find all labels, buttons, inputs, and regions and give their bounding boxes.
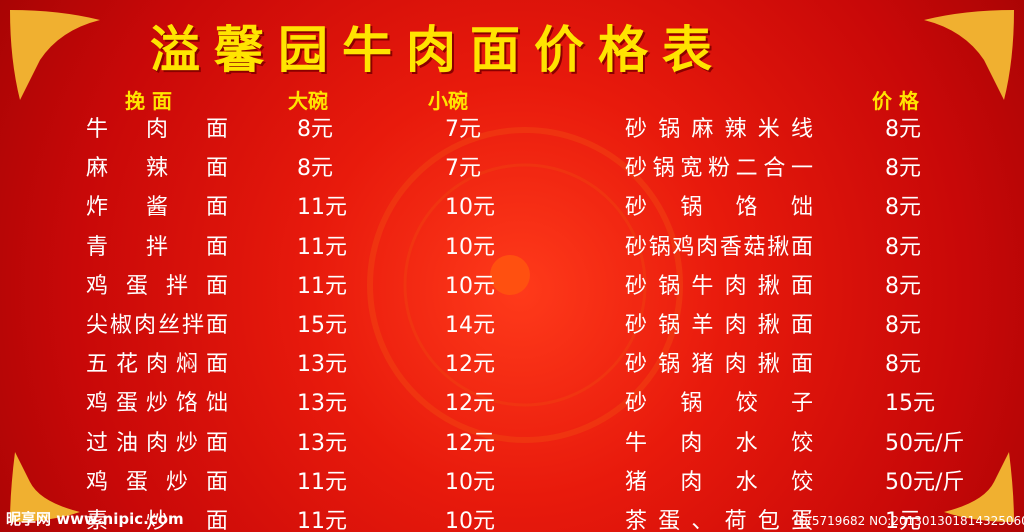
price-large: 11元 (297, 273, 347, 299)
corner-ornament (10, 10, 100, 100)
price-large: 11元 (297, 234, 347, 260)
price-small: 10元 (445, 273, 495, 299)
price-large: 13元 (297, 430, 347, 456)
dish-name: 砂锅羊肉揪面 (625, 313, 813, 338)
price: 8元 (885, 117, 921, 142)
dish-name: 砂锅猪肉揪面 (625, 352, 813, 378)
column-header: 挽 面 (125, 89, 172, 113)
price-small: 7元 (445, 156, 481, 182)
price-small: 14元 (445, 313, 495, 338)
price-small: 10元 (445, 234, 495, 260)
dragon-emblem (367, 127, 683, 443)
price: 8元 (885, 195, 921, 221)
dish-name: 鸡蛋炒饹饳 (86, 391, 228, 417)
price-large: 8元 (297, 156, 333, 182)
dish-name: 牛肉水饺 (625, 430, 813, 456)
corner-ornament (10, 452, 80, 522)
price: 1元 (885, 509, 921, 532)
price: 8元 (885, 156, 921, 182)
dish-name: 鸡蛋拌面 (86, 273, 228, 299)
price: 15元 (885, 391, 935, 417)
dish-name: 砂锅饹饳 (625, 195, 813, 221)
price-large: 11元 (297, 509, 347, 532)
dish-name: 尖椒肉丝拌面 (86, 313, 228, 338)
dish-name: 砂锅麻辣米线 (625, 117, 813, 142)
price: 8元 (885, 352, 921, 378)
dish-name: 牛肉面 (86, 117, 228, 142)
title: 溢馨园牛肉面价格表 (150, 21, 726, 79)
price-small: 7元 (445, 117, 481, 142)
dish-name: 炸酱面 (86, 195, 228, 221)
column-header: 价 格 (872, 89, 919, 113)
price-small: 12元 (445, 430, 495, 456)
price: 8元 (885, 313, 921, 338)
corner-ornament (924, 10, 1014, 100)
price: 8元 (885, 273, 921, 299)
price-small: 12元 (445, 391, 495, 417)
dish-name: 麻辣面 (86, 156, 228, 182)
price-large: 13元 (297, 352, 347, 378)
dish-name: 青拌面 (86, 234, 228, 260)
price-large: 11元 (297, 195, 347, 221)
watermark: ID:5719682 NO:20130130181432506000 (795, 514, 1024, 528)
dish-name: 五花肉焖面 (86, 352, 228, 378)
column-header: 大碗 (288, 89, 328, 113)
price: 8元 (885, 234, 921, 260)
dish-name: 过油肉炒面 (86, 430, 228, 456)
price-small: 12元 (445, 352, 495, 378)
price-large: 15元 (297, 313, 347, 338)
watermark: 昵享网 www.nipic.com (6, 510, 184, 528)
dish-name: 砂锅宽粉二合一 (625, 156, 813, 182)
dish-name: 素炒面 (86, 509, 228, 532)
price-large: 8元 (297, 117, 333, 142)
dish-name: 砂锅牛肉揪面 (625, 273, 813, 299)
price-small: 10元 (445, 509, 495, 532)
price-small: 10元 (445, 469, 495, 495)
dish-name: 茶蛋、荷包蛋 (625, 509, 813, 532)
dish-name: 鸡蛋炒面 (86, 469, 228, 495)
corner-ornament (944, 452, 1014, 522)
price-large: 11元 (297, 469, 347, 495)
dish-name: 猪肉水饺 (625, 469, 813, 495)
price-small: 10元 (445, 195, 495, 221)
dish-name: 砂锅饺子 (625, 391, 813, 417)
column-header: 小碗 (428, 89, 468, 113)
price-large: 13元 (297, 391, 347, 417)
price: 50元/斤 (885, 469, 965, 495)
dish-name: 砂锅鸡肉香菇揪面 (625, 234, 813, 260)
price: 50元/斤 (885, 430, 965, 456)
